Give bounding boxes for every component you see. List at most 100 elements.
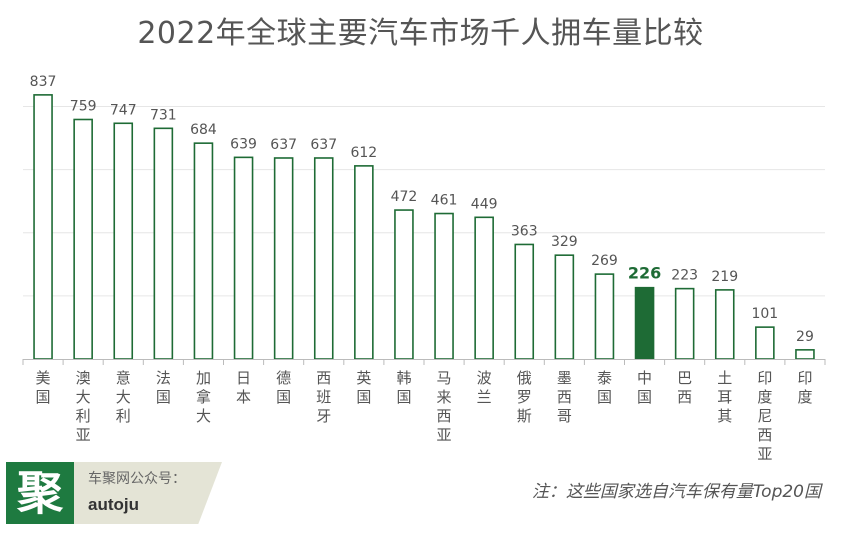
value-label: 637 bbox=[270, 137, 297, 153]
bar bbox=[714, 289, 735, 360]
category-label: 兰 bbox=[477, 388, 492, 406]
bar bbox=[273, 157, 294, 360]
category-label: 西 bbox=[677, 388, 692, 406]
bar bbox=[674, 287, 695, 360]
category-label: 西 bbox=[557, 388, 572, 406]
value-label: 639 bbox=[230, 136, 257, 152]
value-labels: 837 759 747 731 684 639 637 637 612 472 461 449 363 3… bbox=[30, 74, 814, 345]
value-label: 219 bbox=[711, 269, 738, 285]
category-label: 澳 bbox=[76, 369, 91, 387]
value-label: 731 bbox=[150, 107, 177, 123]
bar bbox=[313, 157, 334, 360]
category-label: 国 bbox=[156, 388, 171, 406]
value-label: 612 bbox=[350, 145, 377, 161]
value-label: 747 bbox=[110, 102, 137, 118]
value-label: 461 bbox=[431, 193, 458, 209]
bar bbox=[394, 209, 414, 360]
category-label: 国 bbox=[597, 388, 612, 406]
bar bbox=[193, 142, 214, 360]
category-label: 班 bbox=[316, 388, 331, 406]
category-label: 俄 bbox=[517, 369, 532, 387]
category-label: 墨 bbox=[557, 369, 572, 387]
category-label: 韩 bbox=[396, 369, 411, 387]
category-label: 度 bbox=[797, 388, 812, 406]
value-label: 101 bbox=[751, 306, 778, 322]
logo-handle: autoju bbox=[88, 495, 139, 514]
bar bbox=[33, 94, 53, 360]
brand-logo: 聚 车聚网公众号： autoju bbox=[6, 462, 222, 524]
category-label: 加 bbox=[196, 369, 211, 387]
category-label: 日 bbox=[236, 369, 251, 387]
value-label: 472 bbox=[391, 189, 418, 205]
logo-panel: 车聚网公众号： autoju bbox=[74, 462, 222, 524]
chart-title: 2022年全球主要汽车市场千人拥车量比较 bbox=[137, 16, 704, 51]
category-label: 波 bbox=[477, 369, 492, 387]
category-label: 耳 bbox=[717, 388, 732, 406]
category-label: 西 bbox=[437, 407, 452, 425]
x-axis bbox=[22, 359, 826, 365]
value-label: 29 bbox=[796, 329, 814, 345]
bar bbox=[434, 212, 454, 360]
logo-glyph: 聚 bbox=[6, 462, 74, 524]
category-label: 亚 bbox=[76, 426, 91, 444]
category-label: 来 bbox=[437, 388, 452, 406]
category-label: 罗 bbox=[517, 388, 532, 406]
category-label: 印 bbox=[757, 369, 772, 387]
category-label: 大 bbox=[196, 407, 211, 425]
category-label: 其 bbox=[717, 407, 732, 425]
category-label: 亚 bbox=[437, 426, 452, 444]
bar bbox=[594, 273, 615, 360]
category-label: 本 bbox=[236, 388, 251, 406]
bar bbox=[554, 254, 575, 360]
category-label: 利 bbox=[116, 407, 131, 425]
value-label: 759 bbox=[70, 98, 97, 114]
category-label: 拿 bbox=[196, 388, 211, 406]
category-label: 亚 bbox=[757, 445, 772, 460]
category-label: 印 bbox=[797, 369, 812, 387]
category-label: 英 bbox=[356, 369, 371, 387]
bar bbox=[755, 326, 775, 360]
bar-chart: 837 759 747 731 684 639 637 637 612 472 461 449 363 3… bbox=[22, 74, 826, 460]
category-label: 国 bbox=[356, 388, 371, 406]
category-label: 德 bbox=[276, 369, 291, 387]
value-label: 269 bbox=[591, 253, 618, 269]
bar bbox=[233, 156, 254, 360]
logo-subtitle: 车聚网公众号： bbox=[88, 471, 186, 487]
category-label: 土 bbox=[717, 369, 732, 387]
bar bbox=[73, 118, 93, 360]
value-label: 837 bbox=[30, 74, 57, 90]
category-label: 大 bbox=[116, 388, 131, 406]
category-label: 国 bbox=[396, 388, 411, 406]
category-label: 牙 bbox=[316, 407, 331, 425]
bar bbox=[354, 165, 374, 360]
bar bbox=[514, 243, 535, 360]
category-label: 国 bbox=[36, 388, 51, 406]
category-label: 利 bbox=[76, 407, 91, 425]
bar bbox=[795, 349, 815, 360]
bar bbox=[634, 286, 655, 360]
category-label: 斯 bbox=[517, 407, 532, 425]
category-label: 度 bbox=[757, 388, 772, 406]
value-label: 226 bbox=[628, 264, 661, 283]
category-label: 西 bbox=[316, 369, 331, 387]
grid-lines bbox=[23, 106, 825, 297]
value-label: 329 bbox=[551, 234, 578, 250]
category-label: 大 bbox=[76, 388, 91, 406]
bar bbox=[474, 216, 494, 360]
value-label: 684 bbox=[190, 122, 217, 138]
category-label: 尼 bbox=[757, 407, 772, 425]
category-label: 国 bbox=[276, 388, 291, 406]
category-label: 意 bbox=[116, 369, 131, 387]
bar bbox=[113, 122, 134, 360]
category-label: 中 bbox=[637, 369, 652, 387]
value-label: 637 bbox=[310, 137, 337, 153]
footnote: 注：这些国家选自汽车保有量Top20国 bbox=[531, 482, 821, 502]
category-label: 法 bbox=[156, 369, 171, 387]
value-label: 363 bbox=[511, 223, 538, 239]
category-label: 马 bbox=[437, 369, 452, 387]
category-labels: 美国澳大利亚意大利法国加拿大日本德国西班牙英国韩国马来西亚波兰俄罗斯墨西哥泰国中… bbox=[36, 369, 813, 460]
value-label: 223 bbox=[671, 268, 698, 284]
category-label: 哥 bbox=[557, 407, 572, 425]
bars bbox=[33, 94, 815, 360]
bar bbox=[153, 127, 174, 360]
